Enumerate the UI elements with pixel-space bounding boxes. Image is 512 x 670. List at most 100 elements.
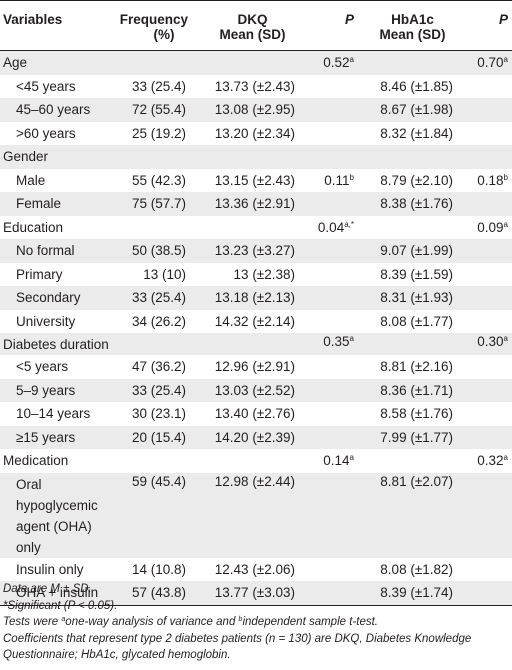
dkq-cell: 13.03 (±2.52) bbox=[188, 378, 303, 402]
hba1c-cell-text: 8.81 (±2.16) bbox=[380, 359, 453, 375]
dkq-cell-text: 13.08 (±2.95) bbox=[214, 102, 295, 118]
p-hba1c-cell: 0.70a bbox=[463, 50, 512, 75]
p-dkq-cell-superscript: a bbox=[349, 453, 354, 463]
p-hba1c-cell: 0.30a bbox=[463, 333, 512, 355]
sub-variable-label-text: Female bbox=[16, 196, 62, 212]
p-dkq-cell: 0.04a,* bbox=[303, 216, 358, 240]
sub-variable-label-text: <5 years bbox=[16, 359, 69, 375]
sub-variable-label: 5–9 years bbox=[0, 378, 110, 402]
p-dkq-cell bbox=[303, 425, 358, 449]
p-dkq-cell: 0.52a bbox=[303, 50, 358, 75]
dkq-cell-text: 12.43 (±2.06) bbox=[214, 561, 295, 577]
dkq-cell-text: 14.20 (±2.39) bbox=[214, 429, 295, 445]
table-row: >60 years 25 (19.2) 13.20 (±2.34) 8.32 (±1.… bbox=[0, 122, 512, 146]
p-dkq-cell bbox=[303, 192, 358, 216]
variable-label: Education bbox=[0, 216, 110, 240]
p-hba1c-cell-superscript: a bbox=[503, 453, 508, 463]
frequency-cell: 75 (57.7) bbox=[110, 192, 188, 216]
sub-variable-label-text: ≥15 years bbox=[16, 429, 76, 445]
frequency-cell-text: 33 (25.4) bbox=[131, 290, 186, 306]
frequency-cell: 59 (45.4) bbox=[110, 472, 188, 558]
p-dkq-cell bbox=[303, 286, 358, 310]
frequency-cell: 14 (10.8) bbox=[110, 558, 188, 582]
p-dkq-cell bbox=[303, 263, 358, 287]
footnote-coefficients: Coefficients that represent type 2 diabe… bbox=[3, 632, 472, 662]
hba1c-cell-text: 8.32 (±1.84) bbox=[380, 125, 453, 141]
header-variables-cont bbox=[0, 27, 110, 51]
hba1c-cell: 8.79 (±2.10) bbox=[358, 169, 463, 193]
sub-variable-label-text: Male bbox=[16, 172, 46, 188]
table-row: <45 years 33 (25.4) 13.73 (±2.43) 8.46 (±1.… bbox=[0, 75, 512, 99]
variable-label-text: Gender bbox=[3, 149, 49, 165]
footnote-tests-c: independent sample t-test. bbox=[242, 616, 378, 628]
hba1c-cell bbox=[358, 50, 463, 75]
p-hba1c-cell-text: 0.30 bbox=[477, 334, 504, 349]
sub-variable-label-text: OHA + insulin bbox=[16, 585, 99, 601]
p-hba1c-cell bbox=[463, 310, 512, 334]
p-dkq-cell: 0.35a bbox=[303, 333, 358, 355]
dkq-cell: 13.40 (±2.76) bbox=[188, 402, 303, 426]
hba1c-cell: 8.31 (±1.93) bbox=[358, 286, 463, 310]
footnote-tests-a: Tests were bbox=[3, 616, 62, 628]
header-frequency-unit: (%) bbox=[110, 27, 188, 51]
p-hba1c-cell bbox=[463, 581, 512, 606]
sub-variable-label: Male bbox=[0, 169, 110, 193]
dkq-cell bbox=[188, 216, 303, 240]
variable-label: Age bbox=[0, 50, 110, 75]
frequency-cell: 13 (10) bbox=[110, 263, 188, 287]
frequency-cell-text: 34 (26.2) bbox=[131, 313, 186, 329]
frequency-cell: 33 (25.4) bbox=[110, 286, 188, 310]
dkq-cell-text: 13.36 (±2.91) bbox=[214, 196, 295, 212]
dkq-cell: 13.36 (±2.91) bbox=[188, 192, 303, 216]
hba1c-cell-text: 8.81 (±2.07) bbox=[380, 473, 453, 489]
frequency-cell: 57 (43.8) bbox=[110, 581, 188, 606]
header-variables: Variables bbox=[0, 0, 110, 27]
p-hba1c-cell bbox=[463, 98, 512, 122]
p-dkq-cell-text: 0.52 bbox=[323, 55, 350, 71]
table-row: Insulin only 14 (10.8) 12.43 (±2.06) 8.08 (… bbox=[0, 558, 512, 582]
hba1c-cell: 8.39 (±1.59) bbox=[358, 263, 463, 287]
table-row: ≥15 years 20 (15.4) 14.20 (±2.39) 7.99 (±1.… bbox=[0, 425, 512, 449]
frequency-cell: 72 (55.4) bbox=[110, 98, 188, 122]
sub-variable-label-text: >60 years bbox=[16, 125, 76, 141]
table-row: Medication 0.14a 0.32a bbox=[0, 449, 512, 473]
sub-variable-label: 45–60 years bbox=[0, 98, 110, 122]
dkq-cell: 13.15 (±2.43) bbox=[188, 169, 303, 193]
hba1c-cell: 8.08 (±1.82) bbox=[358, 558, 463, 582]
sub-variable-label: OHA + insulin bbox=[0, 581, 110, 606]
dkq-cell-text: 14.32 (±2.14) bbox=[214, 313, 295, 329]
frequency-cell bbox=[110, 333, 188, 355]
p-dkq-cell bbox=[303, 558, 358, 582]
frequency-cell: 30 (23.1) bbox=[110, 402, 188, 426]
dkq-cell: 14.32 (±2.14) bbox=[188, 310, 303, 334]
dkq-cell-text: 13.20 (±2.34) bbox=[214, 125, 295, 141]
footnote-tests: Tests were aone-way analysis of variance… bbox=[3, 614, 509, 631]
frequency-cell: 34 (26.2) bbox=[110, 310, 188, 334]
sub-variable-label: University bbox=[0, 310, 110, 334]
header-dkq-unit: Mean (SD) bbox=[188, 27, 303, 51]
table-row: Female 75 (57.7) 13.36 (±2.91) 8.38 (±1.76) bbox=[0, 192, 512, 216]
dkq-cell-text: 13.15 (±2.43) bbox=[214, 172, 295, 188]
header-hba1c: HbA1c bbox=[358, 0, 463, 27]
p-dkq-cell bbox=[303, 310, 358, 334]
header-p-hba1c: P bbox=[463, 0, 512, 27]
p-hba1c-cell bbox=[463, 425, 512, 449]
p-hba1c-cell bbox=[463, 263, 512, 287]
hba1c-cell: 8.38 (±1.76) bbox=[358, 192, 463, 216]
dkq-cell bbox=[188, 333, 303, 355]
p-dkq-cell-superscript: a bbox=[349, 334, 354, 343]
dkq-cell-text: 13.77 (±3.03) bbox=[214, 585, 295, 601]
p-hba1c-cell: 0.32a bbox=[463, 449, 512, 473]
frequency-cell-text: 55 (42.3) bbox=[131, 172, 186, 188]
sub-variable-label-text: Secondary bbox=[16, 290, 81, 306]
variable-label-text: Diabetes duration bbox=[3, 337, 109, 352]
p-dkq-cell bbox=[303, 472, 358, 558]
frequency-cell: 25 (19.2) bbox=[110, 122, 188, 146]
frequency-cell-text: 25 (19.2) bbox=[131, 125, 186, 141]
table-row: 5–9 years 33 (25.4) 13.03 (±2.52) 8.36 (±1.… bbox=[0, 378, 512, 402]
p-hba1c-cell bbox=[463, 402, 512, 426]
hba1c-cell-text: 8.08 (±1.77) bbox=[380, 313, 453, 329]
header-dkq: DKQ bbox=[188, 0, 303, 27]
footnote-significance: *Significant (P < 0.05). bbox=[3, 598, 509, 615]
sub-variable-label-text: 10–14 years bbox=[16, 406, 91, 422]
